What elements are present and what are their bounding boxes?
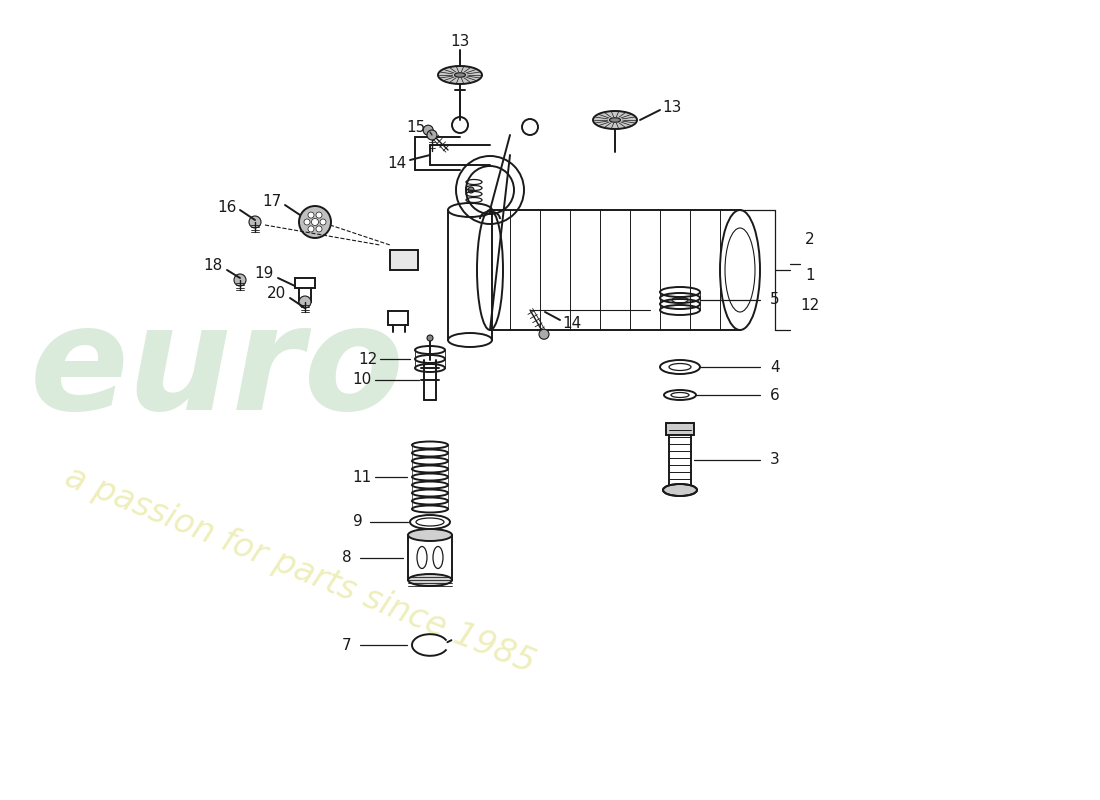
Text: 2: 2	[805, 233, 815, 247]
Ellipse shape	[408, 574, 452, 586]
Ellipse shape	[438, 66, 482, 84]
Text: 12: 12	[801, 298, 820, 313]
Circle shape	[316, 226, 322, 232]
Text: 13: 13	[662, 99, 682, 114]
Text: 18: 18	[204, 258, 222, 273]
Text: 19: 19	[254, 266, 274, 281]
Text: 6: 6	[770, 387, 780, 402]
Text: 17: 17	[263, 194, 282, 210]
Circle shape	[316, 212, 322, 218]
Text: 12: 12	[359, 351, 377, 366]
Circle shape	[427, 130, 437, 140]
Circle shape	[311, 218, 319, 226]
Text: a passion for parts since 1985: a passion for parts since 1985	[60, 460, 540, 680]
Ellipse shape	[408, 529, 452, 541]
Text: 3: 3	[770, 453, 780, 467]
Text: 4: 4	[770, 359, 780, 374]
Circle shape	[320, 219, 326, 225]
Text: 11: 11	[352, 470, 372, 485]
Text: 13: 13	[450, 34, 470, 50]
Circle shape	[304, 219, 310, 225]
Text: 15: 15	[406, 121, 426, 135]
Circle shape	[308, 226, 314, 232]
Text: 20: 20	[266, 286, 286, 302]
Text: 16: 16	[218, 199, 236, 214]
Text: 14: 14	[562, 315, 582, 330]
Circle shape	[427, 335, 433, 341]
Text: 7: 7	[342, 638, 352, 653]
Text: 1: 1	[805, 267, 815, 282]
Ellipse shape	[593, 111, 637, 129]
Circle shape	[299, 206, 331, 238]
Ellipse shape	[609, 118, 620, 122]
Bar	[295, 278, 315, 288]
Circle shape	[308, 212, 314, 218]
Text: 5: 5	[770, 293, 780, 307]
Ellipse shape	[663, 484, 697, 496]
Circle shape	[424, 126, 433, 135]
Text: 10: 10	[352, 373, 372, 387]
Circle shape	[299, 296, 311, 308]
Bar	[390, 250, 418, 270]
Text: 8: 8	[342, 550, 352, 565]
Circle shape	[539, 330, 549, 339]
Text: euro: euro	[30, 299, 405, 441]
Circle shape	[249, 216, 261, 228]
Text: 9: 9	[353, 514, 363, 530]
Text: 14: 14	[387, 155, 407, 170]
Circle shape	[468, 187, 474, 193]
Ellipse shape	[454, 73, 465, 78]
Bar	[388, 311, 408, 325]
Circle shape	[234, 274, 246, 286]
Bar	[666, 423, 694, 435]
